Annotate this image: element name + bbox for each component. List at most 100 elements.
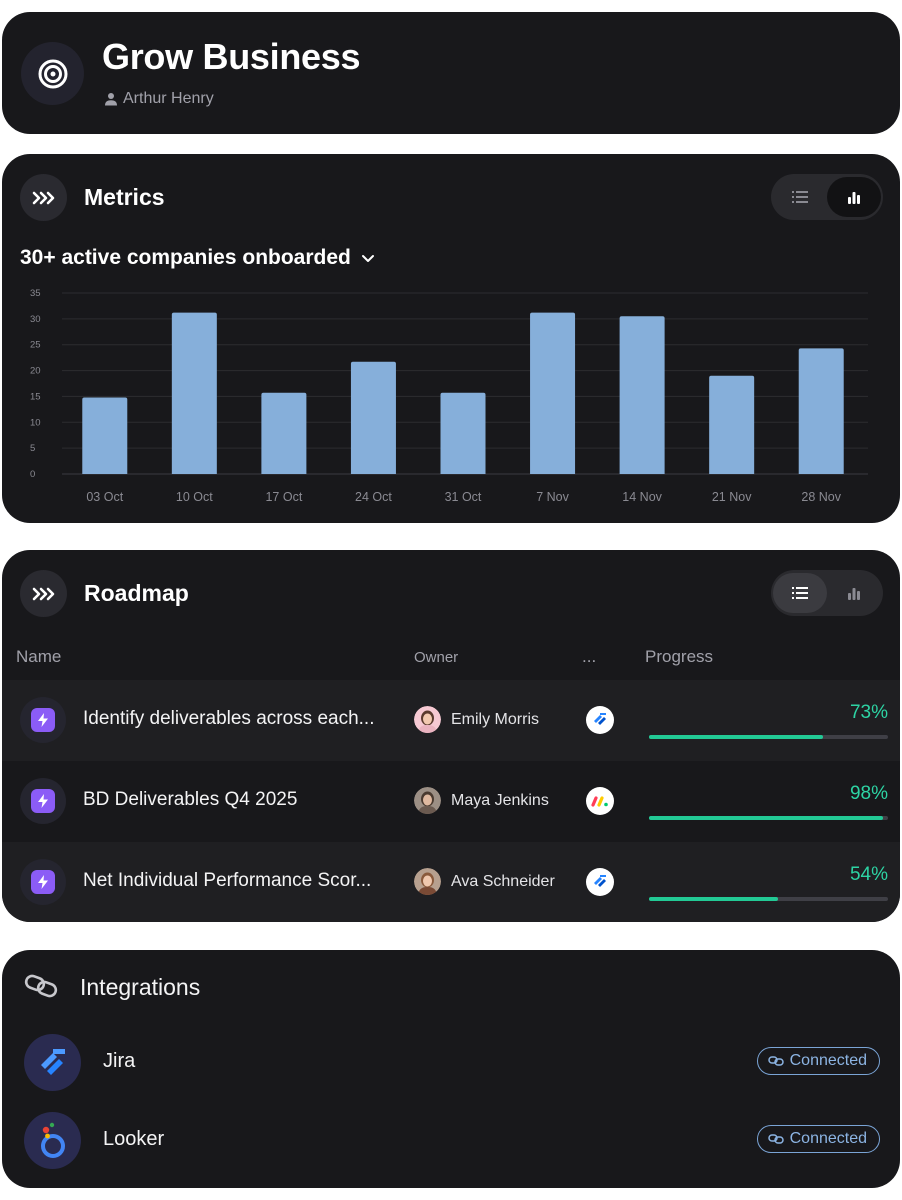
view-toggle <box>771 570 883 616</box>
metric-headline: 30+ active companies onboarded <box>20 246 351 269</box>
x-tick-label: 21 Nov <box>712 490 752 504</box>
task-icon <box>20 859 66 905</box>
roadmap-card: Roadmap Name Owner ... Progress Identify… <box>2 550 900 922</box>
x-tick-label: 24 Oct <box>355 490 392 504</box>
y-tick-label: 10 <box>30 417 41 428</box>
metrics-title: Metrics <box>84 184 165 210</box>
owner-name: Maya Jenkins <box>451 791 549 809</box>
lightning-icon <box>38 713 48 727</box>
task-name[interactable]: BD Deliverables Q4 2025 <box>83 789 298 810</box>
jira-icon <box>24 1034 81 1091</box>
project-owner[interactable]: Arthur Henry <box>104 90 214 108</box>
lightning-icon <box>38 875 48 889</box>
progress-bar <box>649 816 888 820</box>
progress-bar <box>649 897 888 901</box>
connected-label: Connected <box>789 1130 867 1147</box>
task-name[interactable]: Net Individual Performance Scor... <box>83 870 372 891</box>
chart-bar[interactable] <box>619 316 665 474</box>
task-icon <box>20 697 66 743</box>
integration-item[interactable]: Looker Connected <box>2 1112 900 1172</box>
task-icon <box>20 778 66 824</box>
progress-percent: 73% <box>849 702 888 723</box>
list-icon <box>792 191 808 203</box>
x-tick-label: 03 Oct <box>86 490 123 504</box>
task-owner: Ava Schneider <box>414 868 555 895</box>
y-tick-label: 0 <box>30 469 35 480</box>
link-icon <box>767 1134 784 1144</box>
metric-selector[interactable]: 30+ active companies onboarded <box>20 246 375 270</box>
avatar <box>414 706 441 733</box>
jira-icon <box>586 868 614 896</box>
x-tick-label: 17 Oct <box>265 490 302 504</box>
y-tick-label: 5 <box>30 443 35 454</box>
chart-bar[interactable] <box>82 397 128 474</box>
onboarding-bar-chart: 0 5 10 15 20 25 30 35 03 Oct 10 Oct 17 Oct 24 Oct 31… <box>30 288 868 504</box>
chart-view-button[interactable] <box>827 573 881 613</box>
connected-label: Connected <box>789 1052 867 1069</box>
x-tick-label: 28 Nov <box>801 490 841 504</box>
owner-name: Arthur Henry <box>123 90 214 107</box>
task-name[interactable]: Identify deliverables across each... <box>83 708 375 729</box>
integration-name: Jira <box>103 1050 136 1072</box>
view-toggle <box>771 174 883 220</box>
page-title: Grow Business <box>102 36 361 77</box>
column-header-name[interactable]: Name <box>16 647 62 666</box>
monday-icon <box>586 787 614 815</box>
chevrons-right-icon <box>20 174 67 221</box>
list-icon <box>792 587 808 599</box>
connected-badge[interactable]: Connected <box>756 1047 880 1075</box>
y-tick-label: 15 <box>30 391 41 402</box>
x-tick-label: 7 Nov <box>536 490 569 504</box>
chart-bar[interactable] <box>171 312 217 474</box>
chart-bar[interactable] <box>530 312 576 474</box>
table-row[interactable]: Identify deliverables across each... Emi… <box>2 680 900 761</box>
roadmap-title: Roadmap <box>84 580 189 606</box>
column-header-owner[interactable]: Owner <box>414 649 459 666</box>
integration-item[interactable]: Jira Connected <box>2 1034 900 1094</box>
chevrons-right-icon <box>20 570 67 617</box>
column-header-tool[interactable]: ... <box>582 647 597 666</box>
owner-name: Ava Schneider <box>451 872 555 890</box>
chart-bar[interactable] <box>798 348 844 474</box>
y-tick-label: 25 <box>30 340 41 351</box>
list-view-button[interactable] <box>773 573 827 613</box>
progress-percent: 54% <box>849 864 888 885</box>
task-owner: Emily Morris <box>414 706 539 733</box>
link-icon <box>24 972 58 1005</box>
integrations-card: Integrations Jira Connected Looker Conne… <box>2 950 900 1188</box>
table-row[interactable]: Net Individual Performance Scor... Ava S… <box>2 842 900 922</box>
user-icon <box>105 93 117 106</box>
progress-percent: 98% <box>849 783 888 804</box>
bar-chart-icon <box>848 588 860 600</box>
target-icon <box>21 42 84 105</box>
metrics-card: Metrics 30+ active companies onboarded 0… <box>2 154 900 523</box>
connected-badge[interactable]: Connected <box>756 1125 880 1153</box>
column-header-progress[interactable]: Progress <box>645 647 714 666</box>
y-tick-label: 35 <box>30 288 41 299</box>
integrations-title: Integrations <box>80 974 201 1000</box>
chart-bar[interactable] <box>261 392 307 474</box>
integration-name: Looker <box>103 1128 165 1150</box>
x-tick-label: 14 Nov <box>622 490 662 504</box>
y-tick-label: 20 <box>30 366 41 377</box>
x-tick-label: 10 Oct <box>176 490 213 504</box>
chart-view-button[interactable] <box>827 177 881 217</box>
project-header-card: Grow Business Arthur Henry <box>2 12 900 134</box>
link-icon <box>767 1056 784 1066</box>
y-tick-label: 30 <box>30 314 41 325</box>
looker-icon <box>24 1112 81 1169</box>
avatar <box>414 787 441 814</box>
task-owner: Maya Jenkins <box>414 787 549 814</box>
chart-bar[interactable] <box>350 361 396 474</box>
chevron-down-icon <box>361 254 374 262</box>
jira-icon <box>586 706 614 734</box>
x-tick-label: 31 Oct <box>445 490 482 504</box>
lightning-icon <box>38 794 48 808</box>
avatar <box>414 868 441 895</box>
list-view-button[interactable] <box>773 177 827 217</box>
chart-bar[interactable] <box>709 375 755 474</box>
table-row[interactable]: BD Deliverables Q4 2025 Maya Jenkins 98% <box>2 761 900 842</box>
progress-bar <box>649 735 888 739</box>
bar-chart-icon <box>848 192 860 204</box>
chart-bar[interactable] <box>440 392 486 474</box>
